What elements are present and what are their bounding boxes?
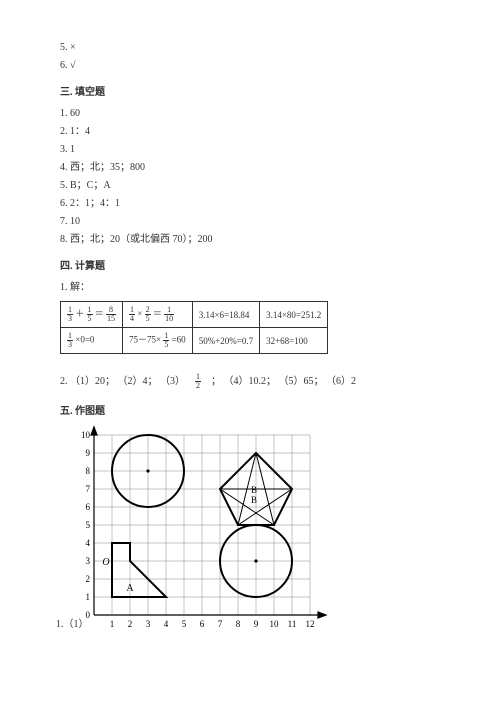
svg-text:11: 11 xyxy=(288,619,297,629)
section4-q1-label: 1. 解： xyxy=(60,280,440,295)
svg-text:5: 5 xyxy=(182,619,187,629)
cell-r2c2-suffix: =60 xyxy=(172,335,186,345)
q2-p5: （5）65； xyxy=(279,376,324,387)
svg-text:4: 4 xyxy=(164,619,169,629)
svg-text:6: 6 xyxy=(86,502,91,512)
section5-title: 五. 作图题 xyxy=(60,402,440,417)
svg-text:7: 7 xyxy=(86,484,91,494)
svg-text:8: 8 xyxy=(86,466,91,476)
cell-r1c2: 14 × 25 ＝ 110 xyxy=(123,302,193,328)
q2-p4: （4）10.2； xyxy=(224,376,277,387)
q2-p3b: ； xyxy=(211,376,221,387)
svg-text:10: 10 xyxy=(270,619,280,629)
q2-p3a: （3） xyxy=(160,376,185,387)
grid-drawing: 123 456 789 101112 0 123 456 789 10 A O xyxy=(60,425,340,635)
answer-line: 4. 西；北；35；800 xyxy=(60,160,440,175)
svg-text:6: 6 xyxy=(200,619,205,629)
answer-line: 5. B；C；A xyxy=(60,178,440,193)
label-O: O xyxy=(102,557,109,568)
cell-r1c4: 3.14×80=251.2 xyxy=(260,302,328,328)
table-row: 13 ＋ 15 ＝ 815 14 × 25 ＝ 110 3.14×6=18.84… xyxy=(61,302,328,328)
svg-text:2: 2 xyxy=(128,619,133,629)
answer-line: 1. 60 xyxy=(60,106,440,121)
label-B: B xyxy=(251,485,257,495)
cell-r2c4: 32+68=100 xyxy=(260,328,328,354)
q2-prefix: 2. xyxy=(60,376,68,387)
section3-answers: 1. 60 2. 1：4 3. 1 4. 西；北；35；800 5. B；C；A… xyxy=(60,106,440,247)
cell-r1c3: 3.14×6=18.84 xyxy=(192,302,259,328)
answer-line: 3. 1 xyxy=(60,142,440,157)
section5-q1-label: 1.（1） xyxy=(56,615,89,630)
section4-title: 四. 计算题 xyxy=(60,257,440,272)
svg-text:1: 1 xyxy=(86,592,91,602)
svg-text:8: 8 xyxy=(236,619,241,629)
answer-line: 5. × xyxy=(60,40,440,55)
answer-line: 6. 2：1；4：1 xyxy=(60,196,440,211)
answer-line: 8. 西；北；20（或北偏西 70）；200 xyxy=(60,232,440,247)
calc-table: 13 ＋ 15 ＝ 815 14 × 25 ＝ 110 3.14×6=18.84… xyxy=(60,301,328,354)
svg-text:2: 2 xyxy=(86,574,91,584)
svg-text:12: 12 xyxy=(306,619,315,629)
cell-r2c2-prefix: 75－75× xyxy=(129,335,163,345)
fraction: 110 xyxy=(164,306,174,323)
section4-q2: 2. （1）20； （2）4； （3） 12 ； （4）10.2； （5）65；… xyxy=(60,372,440,390)
cell-r1c1: 13 ＋ 15 ＝ 815 xyxy=(61,302,123,328)
q2-p2: （2）4； xyxy=(118,376,158,387)
fraction: 15 xyxy=(163,332,169,349)
svg-text:10: 10 xyxy=(81,430,91,440)
cell-r2c1: 13 ×0=0 xyxy=(61,328,123,354)
answer-line: 7. 10 xyxy=(60,214,440,229)
section3-title: 三. 填空题 xyxy=(60,83,440,98)
answer-line: 2. 1：4 xyxy=(60,124,440,139)
cell-r2c3: 50%+20%=0.7 xyxy=(192,328,259,354)
fraction: 13 xyxy=(67,332,73,349)
drawing-area: 1.（1） xyxy=(60,425,440,635)
fraction: 12 xyxy=(195,373,201,390)
label-A: A xyxy=(126,583,134,594)
svg-text:3: 3 xyxy=(146,619,151,629)
fraction: 25 xyxy=(145,306,151,323)
fraction: 13 xyxy=(67,306,73,323)
table-row: 13 ×0=0 75－75× 15 =60 50%+20%=0.7 32+68=… xyxy=(61,328,328,354)
svg-text:3: 3 xyxy=(86,556,91,566)
fraction: 15 xyxy=(87,306,93,323)
fraction: 815 xyxy=(106,306,116,323)
q2-p6: （6）2 xyxy=(326,376,356,387)
cell-r2c2: 75－75× 15 =60 xyxy=(123,328,193,354)
fraction: 14 xyxy=(129,306,135,323)
svg-text:5: 5 xyxy=(86,520,91,530)
top-answers: 5. × 6. √ xyxy=(60,40,440,73)
svg-text:7: 7 xyxy=(218,619,223,629)
answer-line: 6. √ xyxy=(60,58,440,73)
svg-text:4: 4 xyxy=(86,538,91,548)
svg-text:9: 9 xyxy=(86,448,91,458)
svg-text:1: 1 xyxy=(110,619,115,629)
q2-p1: （1）20； xyxy=(70,376,115,387)
svg-text:9: 9 xyxy=(254,619,259,629)
cell-r2c1-suffix: ×0=0 xyxy=(75,335,94,345)
label-B2: B xyxy=(251,495,257,505)
